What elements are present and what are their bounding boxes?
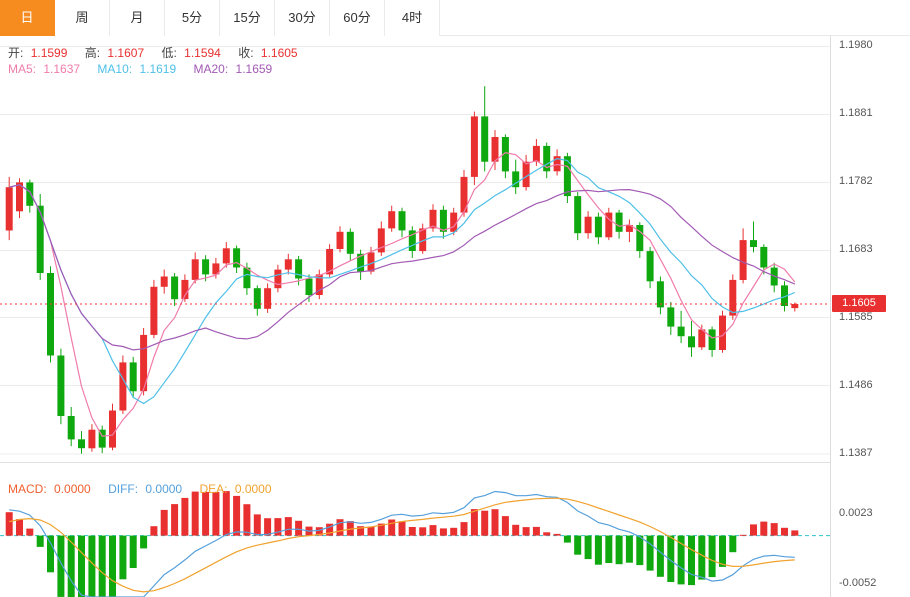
price-axis-label: 1.1980 bbox=[839, 39, 873, 51]
tab-周[interactable]: 周 bbox=[55, 0, 110, 36]
tab-60分[interactable]: 60分 bbox=[330, 0, 385, 36]
macd-panel: MACD: 0.0000 DIFF: 0.0000 DEA: 0.0000 bbox=[0, 462, 830, 597]
tab-30分[interactable]: 30分 bbox=[275, 0, 330, 36]
price-axis-label: 1.1585 bbox=[839, 311, 873, 323]
last-price-badge: 1.1605 bbox=[832, 295, 886, 312]
tab-15分[interactable]: 15分 bbox=[220, 0, 275, 36]
price-axis-label: 1.1782 bbox=[839, 175, 873, 187]
timeframe-tabbar: 日周月 5分 15分 30分 60分 4时 bbox=[0, 0, 910, 36]
price-axis-label: 1.1387 bbox=[839, 447, 873, 459]
panel-separator bbox=[0, 462, 910, 463]
tab-5分[interactable]: 5分 bbox=[165, 0, 220, 36]
price-axis-label: 1.1881 bbox=[839, 107, 873, 119]
tab-日[interactable]: 日 bbox=[0, 0, 55, 36]
price-axis-label: 1.1486 bbox=[839, 379, 873, 391]
macd-axis-label: 0.0023 bbox=[839, 507, 873, 519]
main-chart-panel: 开: 1.1599 高: 1.1607 低: 1.1594 收: 1.1605 … bbox=[0, 36, 830, 462]
macd-axis-label: -0.0052 bbox=[839, 577, 877, 589]
macd-chart[interactable] bbox=[0, 462, 830, 597]
tab-月[interactable]: 月 bbox=[110, 0, 165, 36]
price-axis: 1.1605 1.1980 1.1881 1.1782 1.1683 1.1585 1.1… bbox=[830, 36, 910, 597]
chart-area: 开: 1.1599 高: 1.1607 低: 1.1594 收: 1.1605 … bbox=[0, 36, 910, 597]
price-axis-label: 1.1683 bbox=[839, 243, 873, 255]
candlestick-chart[interactable] bbox=[0, 36, 830, 462]
tab-4时[interactable]: 4时 bbox=[385, 0, 440, 36]
